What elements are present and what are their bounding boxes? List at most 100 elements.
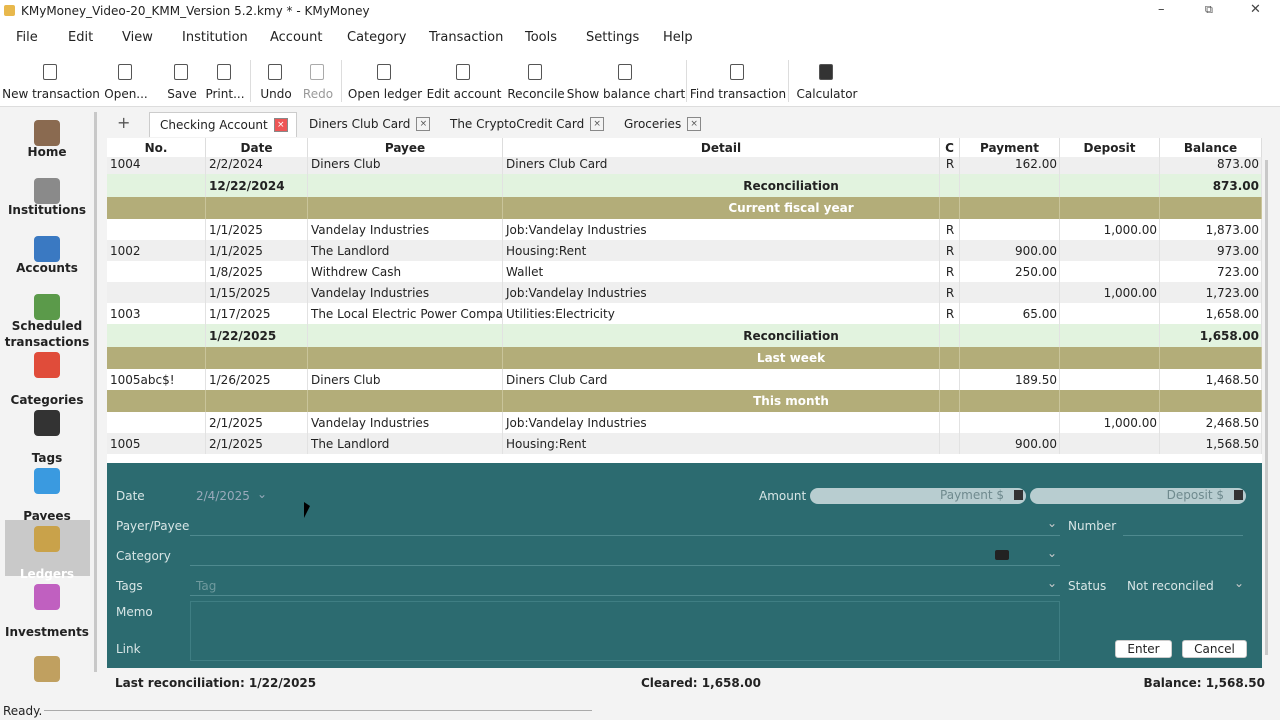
column-header[interactable]: Payment: [960, 138, 1060, 157]
tab-close[interactable]: ×: [273, 118, 288, 132]
deposit-input[interactable]: Deposit $: [1030, 488, 1246, 504]
cell-border: [1059, 347, 1060, 369]
tab-bar: + Checking Account × Diners Club Card × The C…: [107, 110, 1267, 137]
ledger-row[interactable]: 12/22/2024 Reconciliation 873.00: [107, 174, 1262, 197]
ledger-row[interactable]: 1/15/2025 Vandelay Industries Job:Vandelay…: [107, 282, 1262, 303]
ledger-row[interactable]: 1003 1/17/2025 The Local Electric Power Co…: [107, 303, 1262, 324]
ledger-cell: 2/1/2025: [209, 436, 263, 451]
field-underline: [190, 565, 1060, 566]
ledger-row[interactable]: 1/22/2025 Reconciliation 1,658.00: [107, 324, 1262, 347]
tab-label[interactable]: Groceries: [624, 117, 682, 131]
ledger-row[interactable]: 1005abc$! 1/26/2025 Diners Club Diners Club…: [107, 369, 1262, 390]
menu-item[interactable]: Edit: [68, 30, 94, 45]
menu-item[interactable]: Category: [347, 30, 407, 45]
toolbar-separator: [686, 60, 687, 102]
ledger-row[interactable]: 1/8/2025 Withdrew Cash Wallet R 250.00 723.00: [107, 261, 1262, 282]
column-header[interactable]: C: [940, 138, 960, 157]
toolbar-button[interactable]: Save: [167, 87, 197, 101]
menu-bar: File Edit View Institution Account Category Tr…: [0, 22, 1280, 52]
ledger-cell: 162.00: [1015, 157, 1057, 171]
sidebar-item[interactable]: Categories: [10, 393, 84, 407]
sidebar-item[interactable]: Home: [27, 145, 67, 159]
ledger-row[interactable]: 1005 2/1/2025 The Landlord Housing:Rent 900.…: [107, 433, 1262, 454]
payment-input[interactable]: Payment $: [810, 488, 1026, 504]
menu-item[interactable]: Tools: [525, 30, 558, 45]
menu-item[interactable]: Settings: [586, 30, 640, 45]
tab-label[interactable]: Checking Account: [160, 118, 268, 132]
status-select[interactable]: Not reconciled: [1127, 579, 1214, 593]
column-header[interactable]: Balance: [1160, 138, 1262, 157]
enter-button[interactable]: Enter: [1115, 640, 1172, 658]
ledger-row[interactable]: 1/1/2025 Vandelay Industries Job:Vandelay …: [107, 219, 1262, 240]
toolbar-button[interactable]: Print...: [205, 87, 245, 101]
ledger-row[interactable]: 1004 2/2/2024 Diners Club Diners Club Card R…: [107, 157, 1262, 174]
sidebar-item[interactable]: Investments: [5, 625, 89, 639]
menu-item[interactable]: View: [122, 30, 153, 45]
date-input[interactable]: 2/4/2025: [196, 489, 250, 503]
toolbar-button[interactable]: Reconcile: [507, 87, 565, 101]
cell-border: [959, 261, 960, 282]
category-dropdown[interactable]: ⌄: [1047, 546, 1058, 560]
tab-label[interactable]: The CryptoCredit Card: [450, 117, 585, 131]
ledger-cell: 1/8/2025: [209, 264, 263, 279]
tags-input[interactable]: Tag: [196, 579, 217, 593]
new-tab[interactable]: +: [117, 113, 131, 132]
toolbar-button[interactable]: Redo: [302, 87, 334, 101]
memo-box[interactable]: [190, 601, 1060, 661]
minimize[interactable]: –: [1158, 2, 1165, 17]
tab-close[interactable]: ×: [687, 117, 702, 131]
column-header[interactable]: Deposit: [1060, 138, 1160, 157]
menu-item[interactable]: File: [16, 30, 38, 45]
form-label: Payer/Payee: [116, 519, 190, 533]
toolbar-button[interactable]: Show balance chart: [566, 87, 686, 101]
menu-item[interactable]: Account: [270, 30, 323, 45]
status-dropdown[interactable]: ⌄: [1234, 576, 1245, 590]
payee-dropdown[interactable]: ⌄: [1047, 516, 1058, 530]
close[interactable]: ✕: [1250, 2, 1261, 17]
column-header[interactable]: Payee: [308, 138, 503, 157]
menu-item[interactable]: Institution: [182, 30, 248, 45]
category-clear[interactable]: [995, 550, 1009, 560]
tab-close[interactable]: ×: [416, 117, 431, 131]
cell-border: [939, 433, 940, 454]
tab-label[interactable]: Diners Club Card: [309, 117, 411, 131]
toolbar-button[interactable]: Find transaction: [689, 87, 787, 101]
column-header[interactable]: Detail: [503, 138, 940, 157]
ledger-row[interactable]: 1002 1/1/2025 The Landlord Housing:Rent R 900…: [107, 240, 1262, 261]
tab[interactable]: Diners Club Card ×: [299, 112, 438, 136]
tab[interactable]: The CryptoCredit Card ×: [440, 112, 612, 136]
ledger-row[interactable]: This month: [107, 390, 1262, 412]
toolbar-button[interactable]: Calculator: [796, 87, 858, 101]
ledger-row[interactable]: Current fiscal year: [107, 197, 1262, 219]
sidebar-item[interactable]: Payees: [23, 509, 71, 523]
toolbar-button[interactable]: Open ledger: [347, 87, 423, 101]
cell-border: [307, 324, 308, 347]
cell-border: [1261, 157, 1262, 174]
sidebar-item[interactable]: Ledgers: [19, 567, 75, 581]
ledger-row[interactable]: 2/1/2025 Vandelay Industries Job:Vandelay …: [107, 412, 1262, 433]
ledger-row[interactable]: Last week: [107, 347, 1262, 369]
sidebar-item[interactable]: Institutions: [7, 203, 87, 217]
menu-item[interactable]: Help: [663, 30, 693, 45]
cancel-button[interactable]: Cancel: [1182, 640, 1247, 658]
date-dropdown[interactable]: ⌄: [257, 487, 268, 501]
sidebar-item[interactable]: Tags: [31, 451, 63, 465]
toolbar-button[interactable]: Edit account: [426, 87, 502, 101]
column-header[interactable]: Date: [206, 138, 308, 157]
column-header[interactable]: No.: [107, 138, 206, 157]
sidebar-item[interactable]: Scheduled transactions: [4, 319, 90, 349]
toolbar-button[interactable]: New transaction: [2, 87, 100, 101]
tab[interactable]: Groceries ×: [614, 112, 709, 136]
tab[interactable]: Checking Account ×: [149, 112, 297, 137]
tab-close[interactable]: ×: [590, 117, 605, 131]
toolbar-button[interactable]: Undo: [260, 87, 292, 101]
tags-dropdown[interactable]: ⌄: [1047, 576, 1058, 590]
ledger-cell: 189.50: [1015, 372, 1057, 387]
ledger-cell: Diners Club Card: [506, 372, 608, 387]
maximize[interactable]: ⧉: [1205, 3, 1213, 16]
toolbar-button[interactable]: Open...: [104, 87, 148, 101]
menu-item[interactable]: Transaction: [429, 30, 504, 45]
cell-border: [1059, 390, 1060, 412]
sidebar-item[interactable]: Accounts: [16, 261, 78, 275]
calculator-icon: [1234, 490, 1243, 500]
